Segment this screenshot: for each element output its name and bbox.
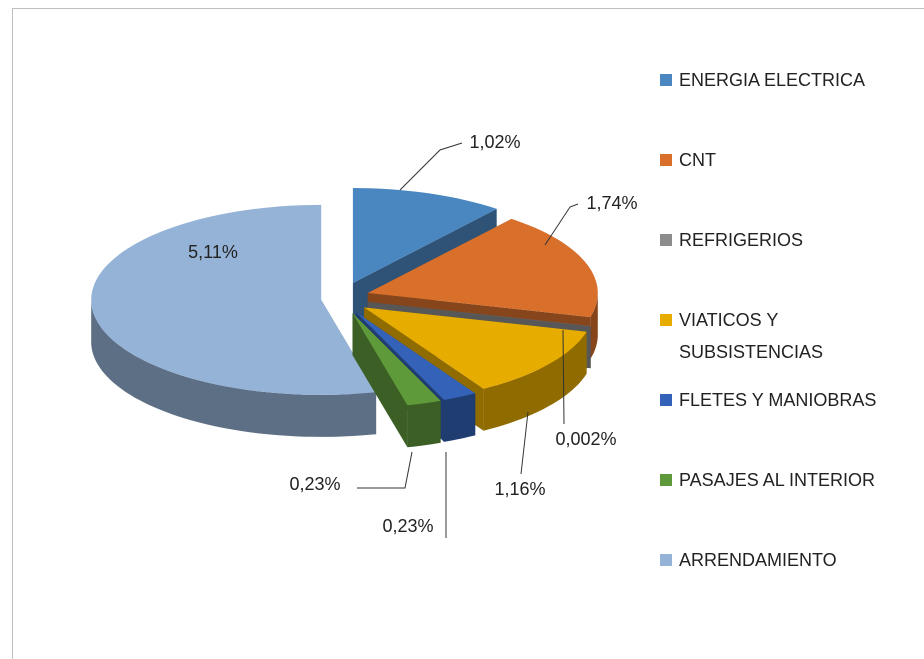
legend-item: CNT xyxy=(660,144,910,176)
legend-label: VIATICOS Y SUBSISTENCIAS xyxy=(679,310,824,362)
leader-line xyxy=(399,142,463,191)
slice xyxy=(367,218,598,318)
slice-side xyxy=(407,400,441,448)
slice xyxy=(364,307,587,389)
legend-swatch xyxy=(660,474,672,486)
data-label: 5,11% xyxy=(188,242,238,262)
legend-item: VIATICOS Y SUBSISTENCIAS xyxy=(660,304,910,368)
slice-side xyxy=(590,293,598,360)
legend-label: PASAJES AL INTERIOR xyxy=(679,470,876,490)
data-label: 0,23% xyxy=(382,516,433,536)
data-label: 1,02% xyxy=(469,132,520,152)
data-label: 1,16% xyxy=(494,479,545,499)
slice xyxy=(355,312,476,400)
legend-label: CNT xyxy=(679,150,716,170)
legend-label: REFRIGERIOS xyxy=(679,230,804,250)
slice-side xyxy=(483,331,587,431)
slice xyxy=(91,204,377,395)
slice-wall xyxy=(352,313,408,448)
slice xyxy=(352,313,441,448)
legend-item: FLETES Y MANIOBRAS xyxy=(660,384,910,416)
legend-swatch xyxy=(660,314,672,326)
legend-item: ENERGIA ELECTRICA xyxy=(660,64,910,96)
legend-swatch xyxy=(660,394,672,406)
leader-line xyxy=(520,411,529,475)
legend-swatch xyxy=(660,234,672,246)
legend-label: ENERGIA ELECTRICA xyxy=(679,70,866,90)
slice xyxy=(91,204,377,437)
legend-label: FLETES Y MANIOBRAS xyxy=(679,390,877,410)
slice xyxy=(352,188,497,283)
leader-line xyxy=(562,329,565,425)
slice xyxy=(352,313,441,406)
slice-side xyxy=(444,393,476,442)
legend-swatch xyxy=(660,554,672,566)
legend-swatch xyxy=(660,74,672,86)
slice xyxy=(368,302,591,327)
data-label: 0,002% xyxy=(555,429,616,449)
legend-item: PASAJES AL INTERIOR xyxy=(660,464,910,496)
data-label: 0,23% xyxy=(289,474,340,494)
leader-line xyxy=(544,203,579,246)
chart-border xyxy=(12,8,924,659)
leader-line xyxy=(357,451,413,489)
legend-item: ARRENDAMIENTO xyxy=(660,544,910,576)
slice-side xyxy=(91,299,377,437)
legend-label: ARRENDAMIENTO xyxy=(679,550,837,570)
data-label: 1,74% xyxy=(586,193,637,213)
legend-item: REFRIGERIOS xyxy=(660,224,910,256)
legend-swatch xyxy=(660,154,672,166)
